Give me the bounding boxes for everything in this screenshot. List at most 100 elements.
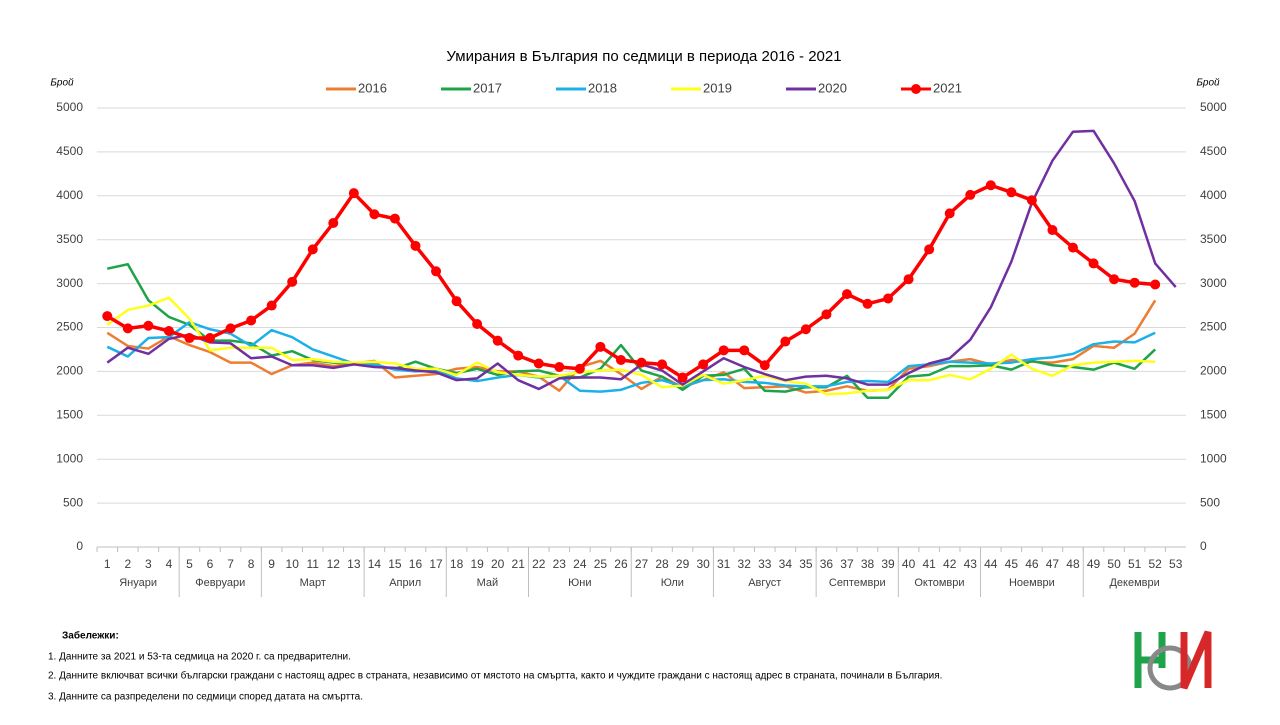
month-label: Август — [748, 577, 781, 589]
y2-tick-label: 1500 — [1200, 407, 1227, 421]
x-tick-label: 26 — [614, 557, 628, 571]
series-line — [106, 129, 1177, 391]
x-tick-label: 44 — [984, 557, 998, 571]
point — [225, 323, 236, 334]
point — [287, 276, 298, 287]
x-tick-label: 25 — [594, 557, 608, 571]
x-tick-label: 34 — [779, 557, 793, 571]
y-tick-label: 1500 — [56, 407, 83, 421]
y2-tick-label: 4000 — [1200, 188, 1227, 202]
x-tick-label: 10 — [286, 557, 300, 571]
y-tick-label: 2500 — [56, 320, 83, 334]
point — [205, 333, 216, 344]
month-label: Април — [389, 577, 421, 589]
x-tick-label: 53 — [1169, 557, 1183, 571]
note: 2. Данните включват всички български гра… — [48, 670, 942, 682]
point — [903, 274, 914, 285]
x-tick-label: 47 — [1046, 557, 1060, 571]
month-label: Октомври — [914, 577, 964, 589]
point — [883, 293, 894, 304]
y-tick-label: 4500 — [56, 144, 83, 158]
point — [328, 218, 339, 229]
point — [1067, 242, 1078, 253]
point — [492, 335, 503, 346]
month-label: Юни — [568, 577, 591, 589]
x-tick-label: 37 — [840, 557, 854, 571]
x-tick-label: 27 — [635, 557, 649, 571]
y-tick-label: 3500 — [56, 232, 83, 246]
y2-tick-label: 500 — [1200, 495, 1220, 509]
legend-label: 2018 — [588, 80, 617, 95]
x-tick-label: 17 — [429, 557, 443, 571]
note: 3. Данните са разпределени по седмици сп… — [48, 692, 363, 703]
point — [739, 345, 750, 356]
x-tick-label: 50 — [1107, 557, 1121, 571]
x-tick-label: 18 — [450, 557, 464, 571]
chart-title: Умирания в България по седмици в периода… — [446, 48, 841, 65]
month-label: Ноември — [1009, 577, 1055, 589]
y2-tick-label: 3000 — [1200, 276, 1227, 290]
point — [163, 326, 174, 337]
x-tick-label: 3 — [145, 557, 152, 571]
point — [924, 244, 935, 255]
point — [431, 266, 442, 277]
month-label: Май — [477, 577, 499, 589]
x-tick-label: 8 — [248, 557, 255, 571]
point — [759, 360, 770, 371]
point — [102, 311, 113, 322]
month-label: Март — [300, 577, 326, 589]
y-tick-label: 0 — [76, 539, 83, 553]
point — [574, 363, 585, 374]
note: 1. Данните за 2021 и 53-та седмица на 20… — [48, 652, 351, 663]
point — [718, 345, 729, 356]
x-tick-label: 9 — [268, 557, 275, 571]
x-tick-label: 5 — [186, 557, 193, 571]
y2-tick-label: 2000 — [1200, 364, 1227, 378]
point — [533, 358, 544, 369]
y2-axis-label: Брой — [1196, 78, 1220, 89]
point — [821, 309, 832, 320]
point — [595, 341, 606, 352]
x-tick-label: 29 — [676, 557, 690, 571]
month-label: Юли — [661, 577, 684, 589]
x-tick-label: 35 — [799, 557, 813, 571]
y-tick-label: 1000 — [56, 451, 83, 465]
x-tick-label: 45 — [1005, 557, 1019, 571]
x-tick-label: 24 — [573, 557, 587, 571]
series-line — [107, 263, 1157, 399]
month-label: Януари — [119, 577, 157, 589]
point — [677, 372, 688, 383]
legend-label: 2020 — [818, 80, 847, 95]
x-tick-label: 22 — [532, 557, 546, 571]
legend-label: 2016 — [358, 80, 387, 95]
point — [800, 324, 811, 335]
point — [143, 320, 154, 331]
x-tick-label: 52 — [1148, 557, 1162, 571]
month-label: Февруари — [195, 577, 245, 589]
point — [780, 336, 791, 347]
point — [1006, 187, 1017, 198]
x-tick-label: 46 — [1025, 557, 1039, 571]
y-tick-label: 5000 — [56, 100, 83, 114]
x-tick-label: 6 — [207, 557, 214, 571]
x-tick-label: 38 — [861, 557, 875, 571]
point — [862, 298, 873, 309]
point — [965, 189, 976, 200]
y-axis-label: Брой — [50, 78, 74, 89]
x-tick-label: 32 — [738, 557, 752, 571]
x-tick-label: 28 — [655, 557, 669, 571]
x-tick-label: 14 — [368, 557, 382, 571]
x-tick-label: 51 — [1128, 557, 1142, 571]
point — [184, 333, 195, 344]
point — [307, 244, 318, 255]
legend-label: 2021 — [933, 80, 962, 95]
logo — [1134, 630, 1212, 691]
point — [513, 350, 524, 361]
point — [554, 362, 565, 373]
point — [615, 354, 626, 365]
point — [636, 357, 647, 368]
point — [1150, 279, 1161, 290]
y2-tick-label: 1000 — [1200, 451, 1227, 465]
y2-tick-label: 5000 — [1200, 100, 1227, 114]
